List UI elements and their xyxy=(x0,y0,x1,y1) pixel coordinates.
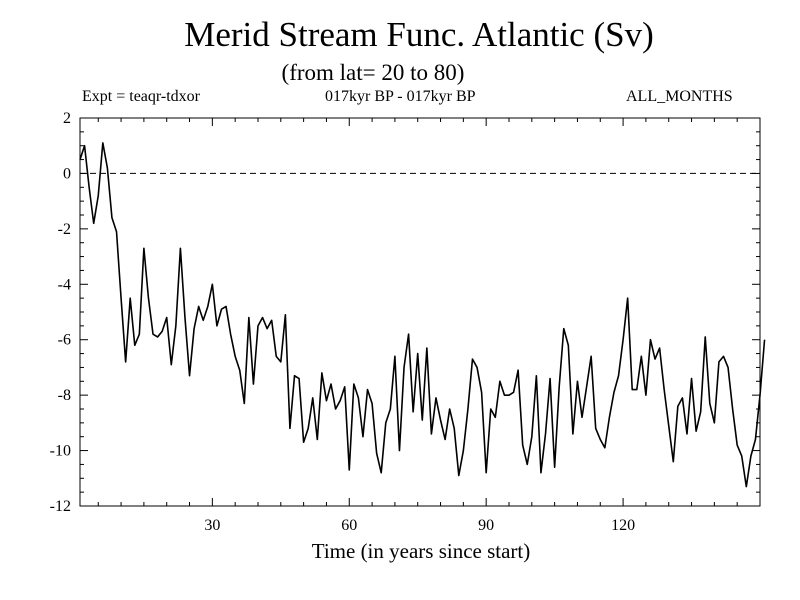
tick-labels: 30 60 90 120 2 0 -2 -4 -6 -8 -10 -12 xyxy=(50,110,635,534)
y-tick-label: -4 xyxy=(58,276,71,293)
chart-title: Merid Stream Func. Atlantic (Sv) xyxy=(184,15,654,54)
x-axis-label: Time (in years since start) xyxy=(312,539,531,563)
months-label: ALL_MONTHS xyxy=(626,88,733,105)
x-tick-label: 30 xyxy=(204,517,220,534)
y-tick-label: -8 xyxy=(58,387,71,404)
y-tick-label: 0 xyxy=(63,165,71,182)
y-tick-label: -10 xyxy=(50,443,71,460)
x-tick-label: 60 xyxy=(341,517,357,534)
plot-frame xyxy=(79,117,761,507)
y-tick-label: -6 xyxy=(58,332,71,349)
y-tick-label: -2 xyxy=(58,221,71,238)
x-tick-label: 120 xyxy=(611,517,635,534)
x-tick-label: 90 xyxy=(478,517,494,534)
experiment-label: Expt = teaqr-tdxor xyxy=(82,88,200,105)
series-line xyxy=(79,142,766,488)
chart-subtitle: (from lat= 20 to 80) xyxy=(281,60,465,85)
axis-ticks xyxy=(80,117,760,507)
period-label: 017kyr BP - 017kyr BP xyxy=(325,88,476,105)
y-tick-label: -12 xyxy=(50,498,71,515)
y-tick-label: 2 xyxy=(63,110,71,127)
